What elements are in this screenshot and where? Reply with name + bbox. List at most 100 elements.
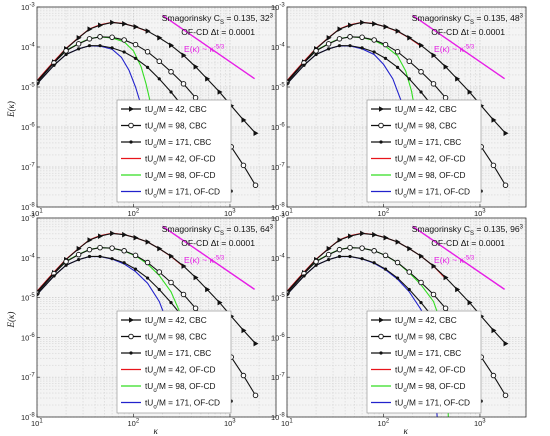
data-point — [394, 49, 401, 55]
legend-label: tUo/M = 98, CBC — [145, 332, 207, 345]
data-point — [502, 182, 509, 188]
data-point — [314, 52, 318, 57]
legend-label: tUo/M = 171, OF-CD — [395, 187, 470, 200]
legend-entry: tUo/M = 42, OF-CD — [121, 365, 215, 378]
data-point — [360, 46, 364, 50]
data-point — [87, 237, 93, 243]
data-point — [75, 41, 82, 47]
data-point — [98, 44, 102, 48]
x-tick-label: 101 — [31, 209, 43, 219]
spectrum-panel-1: 101 102 103 10-8 10-7 10-6 10-5 10-4 10-3 E(κ) Sma… — [6, 3, 277, 219]
data-point — [467, 89, 473, 95]
y-tick-label: 10-3 — [21, 214, 35, 224]
data-point — [157, 77, 161, 81]
data-point — [156, 269, 163, 275]
x-tick-label: 102 — [377, 419, 389, 429]
legend-label: tUo/M = 171, CBC — [145, 348, 211, 361]
data-point — [382, 41, 389, 48]
data-point — [132, 41, 139, 48]
axes-box — [36, 217, 277, 418]
data-point — [359, 245, 365, 251]
data-point — [503, 130, 509, 136]
reference-slope-label: E(κ) ~ κ-5/3 — [434, 255, 475, 265]
legend-marker — [129, 351, 133, 355]
legend-marker — [129, 317, 134, 323]
data-point — [491, 327, 497, 334]
data-point — [406, 269, 413, 275]
y-tick-label: 10-7 — [21, 373, 35, 383]
legend-entry: tUo/M = 98, CBC — [121, 332, 207, 345]
series-m-42-cbc — [287, 230, 509, 347]
legend-label: tUo/M = 98, OF-CD — [145, 170, 215, 183]
legend: tUo/M = 42, CBC tUo/M = 98, CBC tUo/M = 17… — [116, 99, 232, 203]
data-point — [327, 47, 331, 51]
data-point — [372, 50, 376, 54]
data-point — [241, 327, 247, 334]
legend-marker — [379, 140, 383, 144]
data-point — [157, 287, 161, 292]
y-tick-label: 10-6 — [271, 333, 285, 343]
x-tick-label: 101 — [31, 419, 43, 429]
data-point — [121, 248, 127, 254]
data-point — [372, 21, 378, 27]
y-tick-label: 10-5 — [21, 83, 35, 93]
data-point — [87, 254, 92, 259]
data-point — [383, 267, 388, 271]
data-point — [98, 22, 104, 29]
spectrum-panel-3: 101 102 103 10-8 10-7 10-6 10-5 10-4 10-3 E(κ) κ Sm… — [6, 214, 277, 436]
data-point — [52, 274, 56, 278]
y-tick-label: 10-5 — [21, 293, 35, 303]
legend: tUo/M = 42, CBC tUo/M = 98, CBC tUo/M = 17… — [366, 310, 482, 414]
legend-entry: tUo/M = 171, CBC — [371, 348, 461, 361]
reference-slope-label: E(κ) ~ κ-5/3 — [184, 44, 225, 54]
data-point — [122, 231, 128, 238]
data-point — [419, 300, 423, 305]
legend-entry: tUo/M = 42, OF-CD — [371, 154, 465, 167]
data-point — [442, 94, 449, 101]
data-point — [133, 267, 138, 271]
data-point — [467, 299, 473, 306]
data-point — [360, 257, 364, 261]
legend-entry: tUo/M = 42, CBC — [371, 315, 457, 328]
data-point — [491, 117, 497, 123]
legend-label: tUo/M = 98, CBC — [395, 121, 457, 134]
data-point — [157, 245, 163, 252]
legend-label: tUo/M = 42, CBC — [145, 104, 207, 117]
data-point — [180, 81, 187, 87]
data-point — [180, 291, 187, 298]
data-point — [431, 263, 437, 269]
legend-marker — [379, 106, 384, 112]
spectrum-panel-4: 101 102 103 10-8 10-7 10-6 10-5 10-4 10-3 κ Smagor… — [271, 214, 527, 436]
data-point — [314, 263, 318, 267]
y-tick-label: 10-4 — [271, 43, 285, 53]
reference-slope-label: E(κ) ~ κ-5/3 — [184, 255, 225, 265]
y-tick-label: 10-7 — [271, 163, 285, 173]
data-point — [193, 274, 199, 281]
data-point — [240, 372, 247, 379]
legend-box — [366, 310, 482, 414]
data-point — [406, 58, 413, 65]
data-point — [121, 37, 127, 43]
data-point — [144, 49, 151, 55]
data-point — [442, 305, 449, 312]
data-point — [110, 19, 116, 26]
data-point — [77, 47, 81, 51]
y-axis-label: E(κ) — [6, 312, 16, 329]
data-point — [157, 34, 163, 41]
data-point — [326, 245, 332, 252]
legend-marker — [129, 140, 133, 144]
data-point — [97, 244, 103, 251]
data-point — [337, 44, 342, 48]
data-point — [86, 36, 93, 42]
legend-box — [116, 99, 232, 203]
data-point — [145, 28, 151, 34]
legend-label: tUo/M = 98, OF-CD — [395, 170, 465, 183]
legend-label: tUo/M = 171, OF-CD — [395, 398, 470, 411]
data-point — [430, 291, 437, 298]
legend-label: tUo/M = 98, OF-CD — [145, 381, 215, 394]
data-point — [302, 63, 306, 67]
data-point — [336, 36, 343, 42]
y-tick-label: 10-8 — [21, 203, 35, 213]
legend-label: tUo/M = 42, OF-CD — [395, 154, 465, 167]
x-tick-label: 101 — [281, 419, 293, 429]
